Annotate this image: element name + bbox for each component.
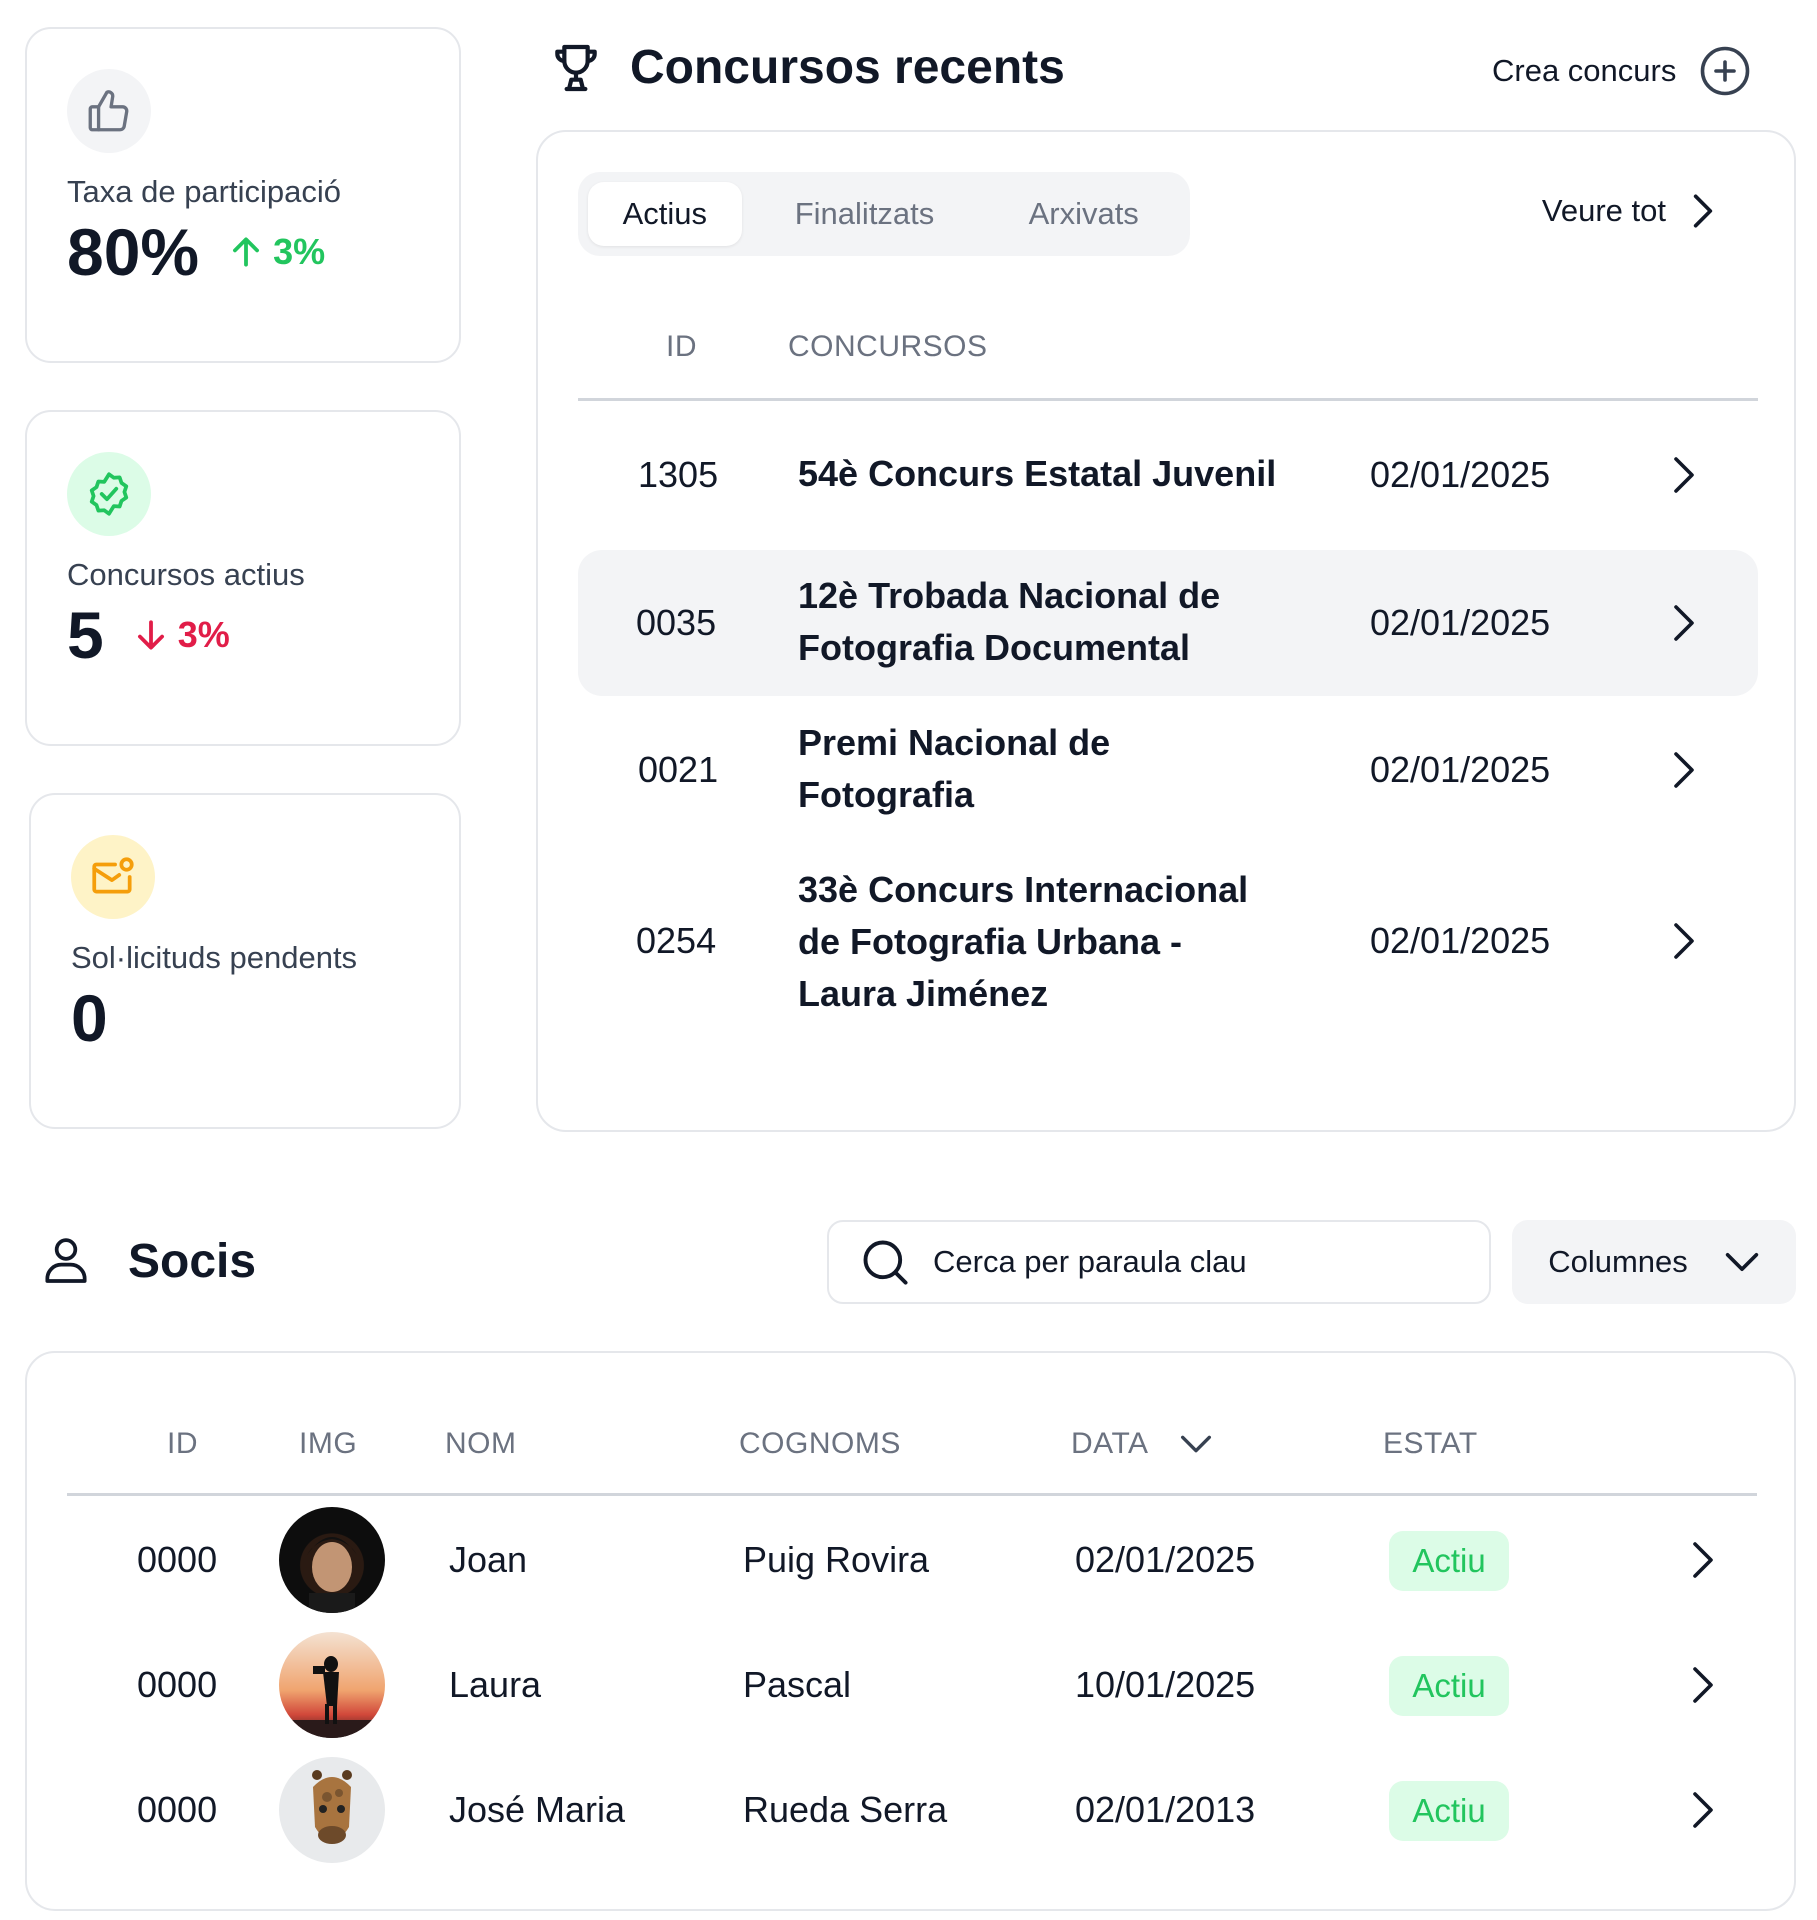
plus-circle-icon — [1701, 46, 1750, 96]
search-icon — [863, 1240, 908, 1285]
contest-id: 0021 — [638, 749, 719, 790]
contests-card: Actius Finalitzats Arxivats Veure tot ID… — [536, 130, 1796, 1132]
member-date: 02/01/2013 — [1075, 1789, 1256, 1830]
column-header-status: ESTAT — [1383, 1427, 1478, 1460]
contest-date: 02/01/2025 — [1370, 920, 1551, 961]
status-badge: Actiu — [1389, 1656, 1509, 1716]
column-header-date[interactable]: DATA — [1071, 1427, 1213, 1461]
member-id: 0000 — [137, 1539, 218, 1580]
tab-finalitzats[interactable]: Finalitzats — [794, 196, 935, 231]
stat-delta: 3% — [132, 614, 230, 656]
stat-label: Concursos actius — [67, 557, 305, 592]
stat-delta-value: 3% — [273, 231, 326, 272]
stat-value: 5 — [67, 598, 104, 672]
members-title: Socis — [128, 1235, 257, 1288]
member-id: 0000 — [137, 1664, 218, 1705]
create-contest-button[interactable]: Crea concurs — [1492, 44, 1752, 98]
chevron-right-icon[interactable] — [1668, 455, 1700, 495]
table-divider — [578, 398, 1758, 401]
member-id: 0000 — [137, 1789, 218, 1830]
contests-title: Concursos recents — [630, 41, 1065, 94]
column-header-date-label: DATA — [1071, 1427, 1149, 1460]
chevron-right-icon[interactable] — [1668, 921, 1700, 961]
sort-chevron-down-icon — [1180, 1435, 1211, 1453]
column-header-id: ID — [666, 330, 697, 363]
chevron-right-icon[interactable] — [1687, 1665, 1719, 1705]
table-row-highlight — [578, 550, 1758, 696]
contest-id: 0035 — [636, 602, 717, 643]
user-icon — [38, 1232, 94, 1288]
member-surname: Pascal — [743, 1664, 852, 1705]
thumbs-up-icon — [67, 69, 151, 153]
contest-id: 1305 — [638, 454, 719, 495]
contest-tabs: Actius Finalitzats Arxivats — [578, 172, 1190, 256]
stat-value: 0 — [71, 981, 108, 1055]
avatar — [279, 1632, 385, 1738]
avatar — [279, 1757, 385, 1863]
stat-label: Sol·licituds pendents — [71, 940, 358, 975]
table-divider — [67, 1493, 1757, 1496]
column-header-name: NOM — [445, 1427, 517, 1460]
member-date: 02/01/2025 — [1075, 1539, 1256, 1580]
verified-badge-icon — [67, 452, 151, 536]
contest-date: 02/01/2025 — [1370, 454, 1551, 495]
chevron-right-icon — [1693, 194, 1713, 228]
chevron-right-icon[interactable] — [1668, 603, 1700, 643]
see-all-link[interactable]: Veure tot — [1542, 192, 1714, 230]
mail-notification-icon — [71, 835, 155, 919]
stat-value: 80% — [67, 215, 200, 289]
avatar — [279, 1507, 385, 1613]
see-all-label: Veure tot — [1541, 193, 1666, 228]
contest-date: 02/01/2025 — [1370, 749, 1551, 790]
contest-name: 12è Trobada Nacional de Fotografia Docum… — [798, 575, 1221, 668]
columns-label: Columnes — [1548, 1244, 1688, 1279]
stat-card-pending-requests: Sol·licituds pendents 0 — [29, 793, 461, 1129]
column-header-surname: COGNOMS — [739, 1427, 901, 1460]
columns-dropdown[interactable]: Columnes — [1512, 1220, 1796, 1304]
arrow-down-icon — [137, 620, 164, 650]
stat-card-active-contests: Concursos actius 5 3% — [25, 410, 461, 746]
search-input[interactable] — [933, 1244, 1453, 1280]
chevron-down-icon — [1725, 1253, 1758, 1271]
tab-arxivats[interactable]: Arxivats — [1028, 196, 1139, 231]
status-badge: Actiu — [1389, 1531, 1509, 1591]
contest-name: 33è Concurs Internacional de Fotografia … — [798, 869, 1249, 1014]
members-card: ID IMG NOM COGNOMS DATA ESTAT 0000 Joan … — [25, 1351, 1796, 1911]
stat-label: Taxa de participació — [67, 174, 341, 209]
tab-actius[interactable]: Actius — [588, 182, 742, 246]
member-date: 10/01/2025 — [1075, 1664, 1256, 1705]
member-surname: Rueda Serra — [743, 1789, 948, 1830]
stat-delta: 3% — [227, 231, 325, 273]
column-header-contests: CONCURSOS — [788, 330, 988, 363]
status-badge: Actiu — [1389, 1781, 1509, 1841]
arrow-up-icon — [233, 237, 260, 267]
contest-id: 0254 — [636, 920, 717, 961]
search-field[interactable] — [827, 1220, 1491, 1304]
member-name: Joan — [449, 1539, 528, 1580]
create-contest-label: Crea concurs — [1492, 53, 1677, 88]
member-name: José Maria — [449, 1789, 626, 1830]
member-surname: Puig Rovira — [743, 1539, 930, 1580]
stat-delta-value: 3% — [177, 614, 230, 655]
contest-name: 54è Concurs Estatal Juvenil — [798, 453, 1277, 494]
chevron-right-icon[interactable] — [1668, 750, 1700, 790]
column-header-img: IMG — [299, 1427, 358, 1460]
column-header-id: ID — [167, 1427, 198, 1460]
contest-name: Premi Nacional de Fotografia — [798, 722, 1111, 815]
chevron-right-icon[interactable] — [1687, 1790, 1719, 1830]
stat-card-participation: Taxa de participació 80% 3% — [25, 27, 461, 363]
contest-date: 02/01/2025 — [1370, 602, 1551, 643]
trophy-icon — [548, 40, 604, 96]
member-name: Laura — [449, 1664, 542, 1705]
chevron-right-icon[interactable] — [1687, 1540, 1719, 1580]
